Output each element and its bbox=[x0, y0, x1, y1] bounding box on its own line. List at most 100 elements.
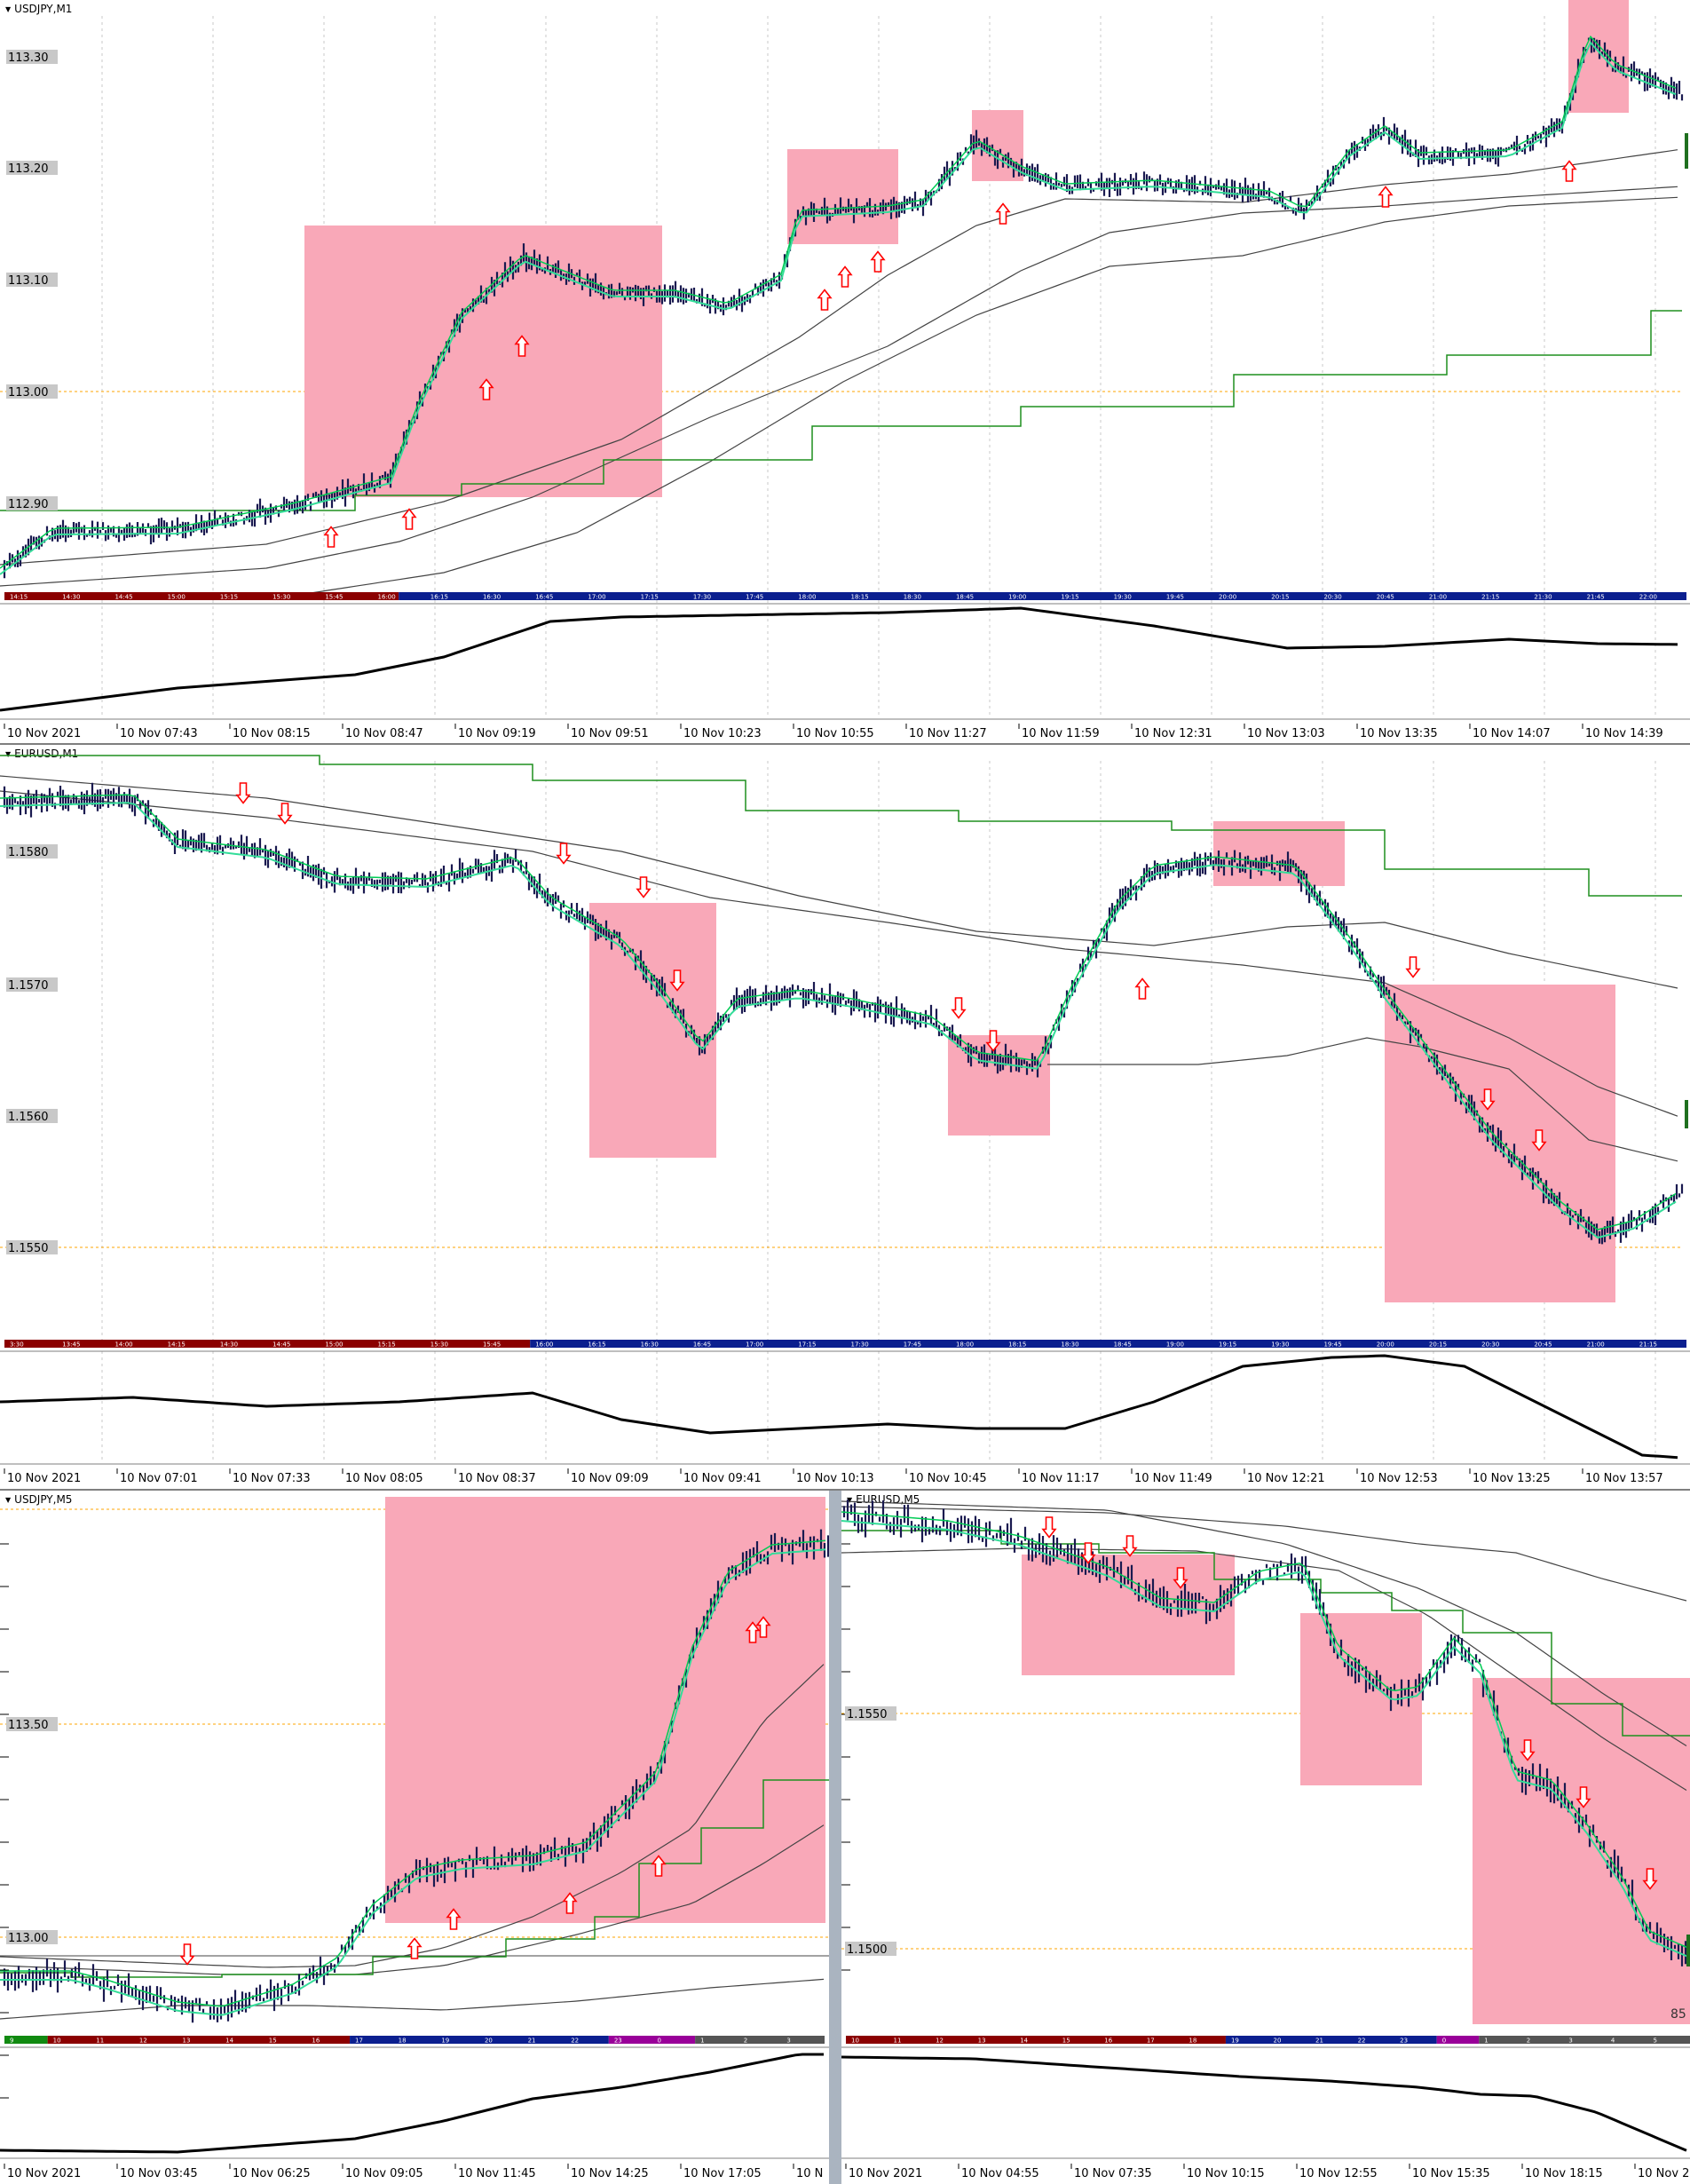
time-label: 10 Nov 12:31 bbox=[1134, 727, 1212, 740]
price-label-bg bbox=[6, 1717, 58, 1731]
price-label-bg bbox=[6, 496, 58, 510]
time-label: 10 Nov 08:47 bbox=[345, 727, 423, 740]
time-label: 10 Nov 08:15 bbox=[233, 727, 311, 740]
sell-arrow-icon bbox=[1642, 1868, 1658, 1890]
session-time-label: 19:30 bbox=[1114, 594, 1132, 601]
session-time-label: 19:45 bbox=[1166, 594, 1184, 601]
panel-separator bbox=[0, 1489, 1690, 1491]
session-time-label: 21 bbox=[1315, 2038, 1323, 2045]
session-time-label: 20:00 bbox=[1377, 1341, 1394, 1349]
ma-line-long bbox=[841, 1506, 1687, 1602]
session-time-label: 20:30 bbox=[1481, 1341, 1499, 1349]
session-time-label: 19 bbox=[1231, 2038, 1239, 2045]
price-label: 113.00 bbox=[8, 1932, 49, 1945]
time-label: 10 Nov 13:25 bbox=[1473, 1472, 1551, 1485]
session-time-label: 14:15 bbox=[10, 594, 28, 601]
chart-panel-usdjpy-m5[interactable]: USDJPY,M5 113.50113.00910111213141516171… bbox=[0, 1491, 829, 2184]
sell-arrow-icon bbox=[669, 969, 685, 992]
sell-arrow-icon bbox=[179, 1943, 195, 1966]
time-label: 10 Nov 2021 bbox=[7, 1472, 81, 1485]
session-bar bbox=[695, 2036, 825, 2044]
session-time-label: 12 bbox=[139, 2038, 147, 2045]
session-time-label: 5 bbox=[1653, 2038, 1656, 2045]
session-time-label: 17:00 bbox=[588, 594, 605, 601]
session-time-label: 23 bbox=[614, 2038, 622, 2045]
session-time-label: 15 bbox=[269, 2038, 277, 2045]
buy-arrow-icon bbox=[1134, 977, 1150, 1000]
sell-arrow-icon bbox=[1405, 956, 1421, 978]
panel-separator[interactable] bbox=[829, 1491, 841, 2184]
bid-marker bbox=[1685, 133, 1688, 169]
sell-arrow-icon bbox=[556, 843, 572, 865]
session-time-label: 17:15 bbox=[641, 594, 659, 601]
session-time-label: 19:15 bbox=[1061, 594, 1078, 601]
session-time-label: 12 bbox=[936, 2038, 944, 2045]
session-time-label: 18:15 bbox=[1008, 1341, 1026, 1349]
session-time-label: 15 bbox=[1062, 2038, 1070, 2045]
buy-arrow-icon bbox=[651, 1855, 667, 1877]
chart-panel-usdjpy-m1[interactable]: USDJPY,M1 113.30 113.20 113.10 113.00 112.90… bbox=[0, 0, 1690, 743]
ma-line-long bbox=[0, 790, 1678, 1117]
usdjpy-m1-chart[interactable]: 113.30 113.20 113.10 113.00 112.90 14:15 14:30… bbox=[0, 0, 1690, 743]
price-label: 113.10 bbox=[8, 274, 49, 288]
time-label: 10 Nov 11:49 bbox=[1134, 1472, 1212, 1485]
session-time-label: 19:00 bbox=[1008, 594, 1026, 601]
sell-arrow-icon bbox=[1520, 1739, 1536, 1761]
chart-panel-eurusd-m1[interactable]: EURUSD,M1 1.1580 1.1570 1.1560 1.1550 3:30 13… bbox=[0, 745, 1690, 1489]
session-bar bbox=[399, 592, 1686, 600]
time-label: 10 Nov 14:39 bbox=[1585, 727, 1663, 740]
session-time-label: 16 bbox=[1104, 2038, 1112, 2045]
buy-arrow-icon bbox=[995, 202, 1011, 225]
session-time-label: 21:00 bbox=[1429, 594, 1447, 601]
time-label: 10 Nov 08:37 bbox=[458, 1472, 536, 1485]
session-time-label: 15:15 bbox=[220, 594, 238, 601]
session-bar bbox=[4, 1340, 531, 1348]
ma-line-long bbox=[0, 1824, 825, 1975]
session-time-label: 15:30 bbox=[272, 594, 290, 601]
session-time-label: 20:15 bbox=[1271, 594, 1289, 601]
oscillator-line bbox=[0, 606, 1678, 712]
session-time-label: 16 bbox=[312, 2038, 320, 2045]
sell-arrow-icon bbox=[1080, 1542, 1096, 1564]
signal-zone-box bbox=[589, 903, 716, 1158]
buy-arrow-icon bbox=[837, 265, 853, 288]
oscillator-line bbox=[841, 2055, 1687, 2152]
buy-arrow-icon bbox=[1561, 160, 1577, 182]
buy-arrow-icon bbox=[446, 1908, 462, 1930]
buy-arrow-icon bbox=[562, 1892, 578, 1914]
chart-title: USDJPY,M5 bbox=[5, 1493, 72, 1506]
buy-arrow-icon bbox=[478, 378, 494, 400]
price-label: 1.1500 bbox=[847, 1943, 888, 1957]
sell-arrow-icon bbox=[985, 1030, 1001, 1052]
price-label: 112.90 bbox=[8, 498, 49, 511]
buy-arrow-icon bbox=[401, 508, 417, 530]
price-label: 1.1550 bbox=[847, 1708, 888, 1721]
price-label: 113.00 bbox=[8, 386, 49, 400]
session-time-label: 20:15 bbox=[1429, 1341, 1447, 1349]
session-time-label: 20 bbox=[1274, 2038, 1282, 2045]
session-time-label: 18:45 bbox=[1114, 1341, 1132, 1349]
session-time-label: 23 bbox=[1400, 2038, 1408, 2045]
session-time-label: 18:00 bbox=[956, 1341, 974, 1349]
session-time-label: 18 bbox=[1189, 2038, 1196, 2045]
session-bar bbox=[608, 2036, 696, 2044]
session-time-label: 21:15 bbox=[1481, 594, 1499, 601]
time-label: 10 Nov 10:55 bbox=[796, 727, 874, 740]
time-label: 10 N bbox=[796, 2167, 823, 2180]
price-label-bg bbox=[6, 844, 58, 859]
session-time-label: 17:30 bbox=[693, 594, 711, 601]
session-time-label: 15:45 bbox=[483, 1341, 501, 1349]
session-time-label: 17 bbox=[355, 2038, 363, 2045]
chart-panel-eurusd-m5[interactable]: EURUSD,M5 1.15501.1500851011121314151617… bbox=[841, 1491, 1690, 2184]
time-label: 10 Nov 09:19 bbox=[458, 727, 536, 740]
time-label: 10 Nov 07:01 bbox=[120, 1472, 198, 1485]
session-time-label: 22 bbox=[1358, 2038, 1366, 2045]
session-time-label: 21:00 bbox=[1587, 1341, 1605, 1349]
price-label-bg bbox=[6, 1240, 58, 1254]
session-time-label: 14 bbox=[1020, 2038, 1028, 2045]
eurusd-m1-chart[interactable]: 1.1580 1.1570 1.1560 1.1550 3:30 13:45 14:00 14… bbox=[0, 745, 1690, 1489]
session-time-label: 17 bbox=[1147, 2038, 1155, 2045]
price-label-bg bbox=[6, 1109, 58, 1123]
